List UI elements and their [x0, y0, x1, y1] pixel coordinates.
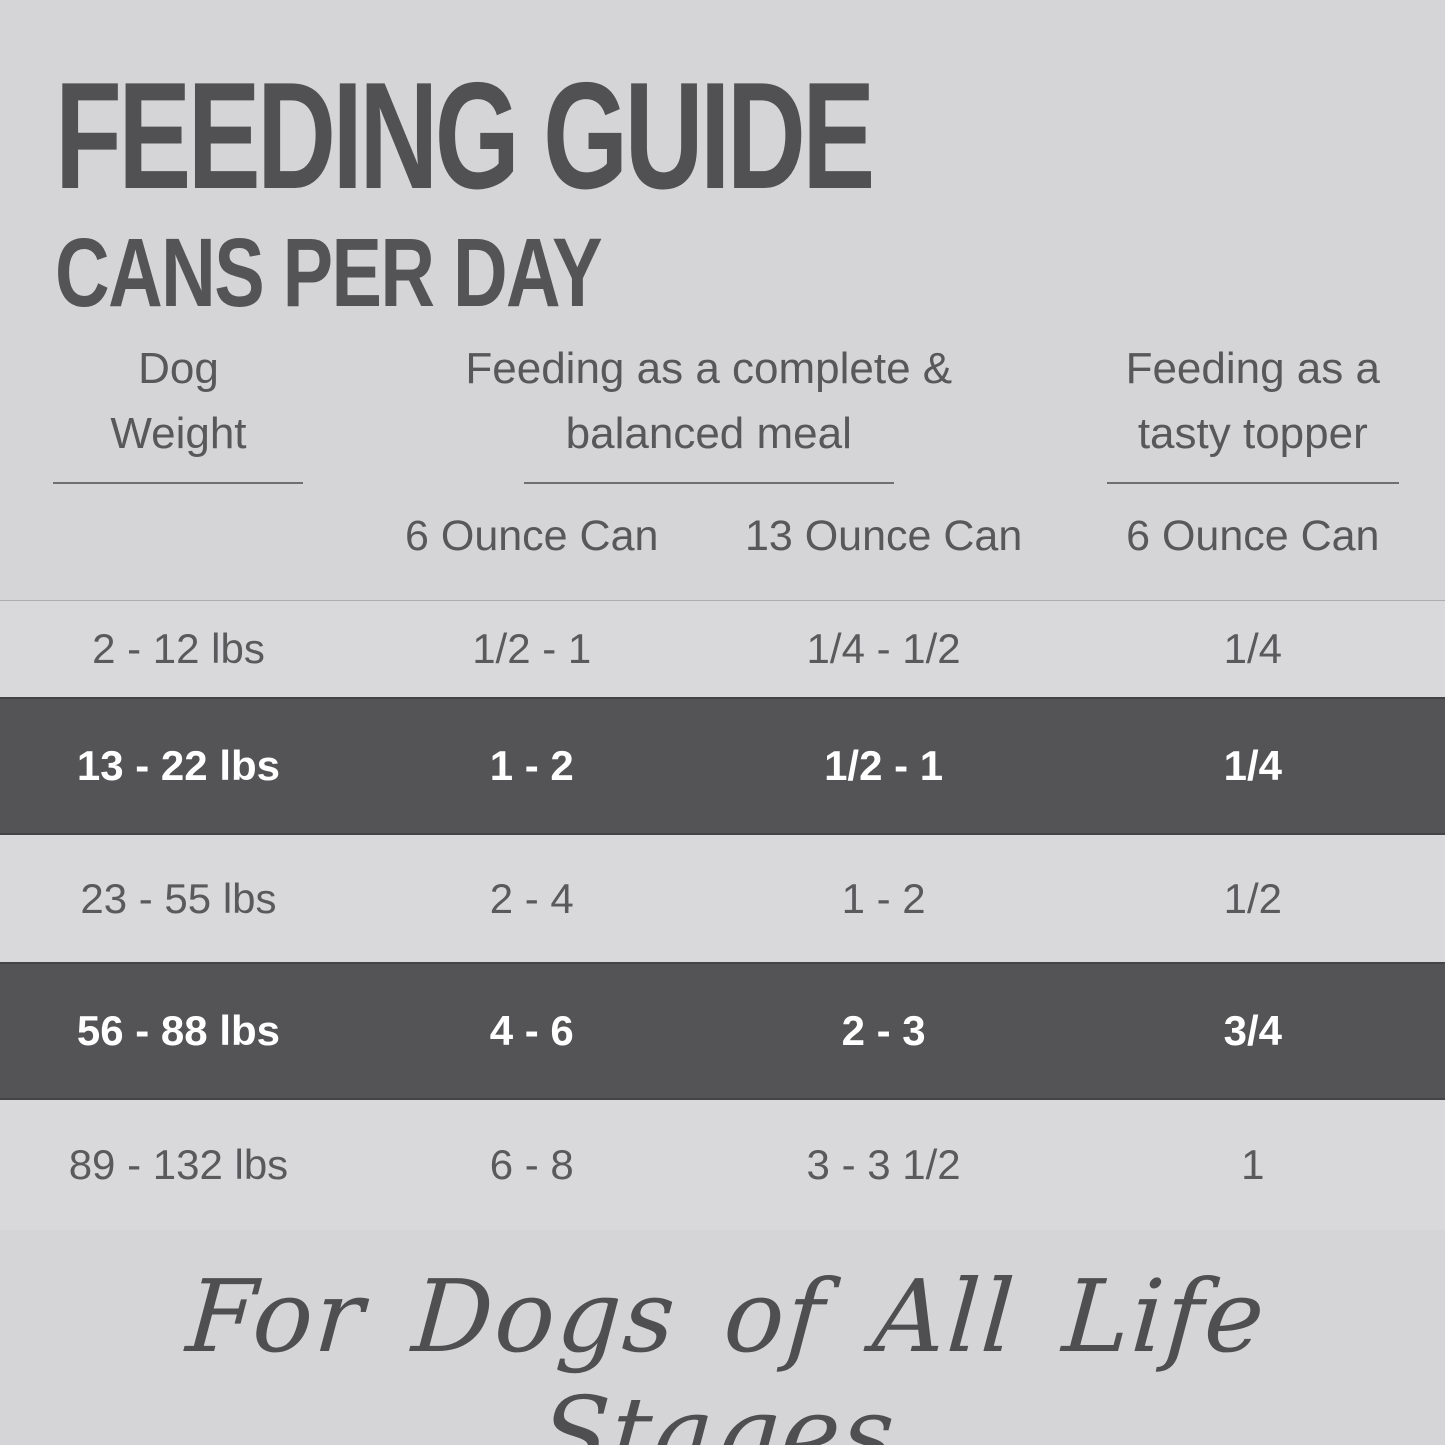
- cell-6oz-meal: 4 - 6: [489, 1007, 574, 1054]
- cell-6oz-meal: 6 - 8: [489, 1141, 574, 1188]
- cell-6oz-meal: 1/2 - 1: [472, 625, 592, 672]
- header-tasty-topper: Feeding as a tasty topper: [1061, 336, 1445, 485]
- cell-6oz-topper: 3/4: [1223, 1007, 1282, 1054]
- table-body: 2 - 12 lbs 1/2 - 1 1/4 - 1/2 1/4 13 - 22…: [0, 600, 1445, 1230]
- title-block: FEEDING GUIDE CANS PER DAY: [55, 60, 1189, 321]
- subheader-row: 6 Ounce Can 13 Ounce Can 6 Ounce Can: [0, 512, 1445, 561]
- table-row-highlighted: 13 - 22 lbs 1 - 2 1/2 - 1 1/4: [0, 697, 1445, 835]
- cell-13oz-meal: 1 - 2: [841, 874, 926, 922]
- header-complete-meal: Feeding as a complete & balanced meal: [357, 336, 1061, 485]
- table-row: 89 - 132 lbs 6 - 8 3 - 3 1/2 1: [0, 1100, 1445, 1230]
- cell-6oz-topper: 1/2: [1223, 874, 1282, 922]
- cell-weight: 89 - 132 lbs: [68, 1141, 289, 1188]
- cell-13oz-meal: 1/4 - 1/2: [806, 625, 961, 672]
- cell-6oz-topper: 1: [1241, 1141, 1265, 1188]
- cell-13oz-meal: 2 - 3: [841, 1007, 926, 1054]
- table-row: 2 - 12 lbs 1/2 - 1 1/4 - 1/2 1/4: [0, 600, 1445, 697]
- header-complete-meal-line1: Feeding as a complete &: [465, 344, 953, 393]
- cell-weight: 56 - 88 lbs: [76, 1007, 280, 1054]
- header-underline: [53, 482, 304, 485]
- subheader-spacer: [0, 512, 357, 561]
- header-dog-weight-line2: Weight: [110, 409, 247, 459]
- cell-weight: 2 - 12 lbs: [92, 625, 265, 672]
- header-underline: [523, 482, 894, 485]
- header-dog-weight-line1: Dog: [138, 344, 219, 393]
- header-complete-meal-line2: balanced meal: [565, 409, 852, 459]
- subheader-6oz-meal: 6 Ounce Can: [405, 512, 659, 560]
- header-tasty-topper-line2: tasty topper: [1137, 409, 1368, 459]
- cell-weight: 23 - 55 lbs: [80, 874, 277, 922]
- header-tasty-topper-line1: Feeding as a: [1125, 344, 1380, 393]
- table-row: 23 - 55 lbs 2 - 4 1 - 2 1/2: [0, 835, 1445, 962]
- cell-weight: 13 - 22 lbs: [76, 742, 280, 789]
- header-dog-weight: Dog Weight: [0, 336, 357, 485]
- subheader-13oz-meal: 13 Ounce Can: [744, 512, 1023, 560]
- life-stages-tagline: For Dogs of All Life Stages: [183, 1258, 1271, 1445]
- cell-6oz-topper: 1/4: [1223, 625, 1282, 672]
- cell-6oz-meal: 2 - 4: [489, 874, 574, 922]
- cell-6oz-topper: 1/4: [1223, 742, 1282, 789]
- table-header-row: Dog Weight Feeding as a complete & balan…: [0, 336, 1445, 485]
- table-row-highlighted: 56 - 88 lbs 4 - 6 2 - 3 3/4: [0, 962, 1445, 1100]
- subheader-6oz-topper: 6 Ounce Can: [1126, 512, 1380, 560]
- header-underline: [1106, 482, 1399, 485]
- page-title: FEEDING GUIDE: [55, 51, 875, 221]
- cell-13oz-meal: 1/2 - 1: [824, 742, 944, 789]
- page-subtitle: CANS PER DAY: [55, 218, 603, 327]
- cell-13oz-meal: 3 - 3 1/2: [806, 1141, 961, 1188]
- cell-6oz-meal: 1 - 2: [489, 742, 574, 789]
